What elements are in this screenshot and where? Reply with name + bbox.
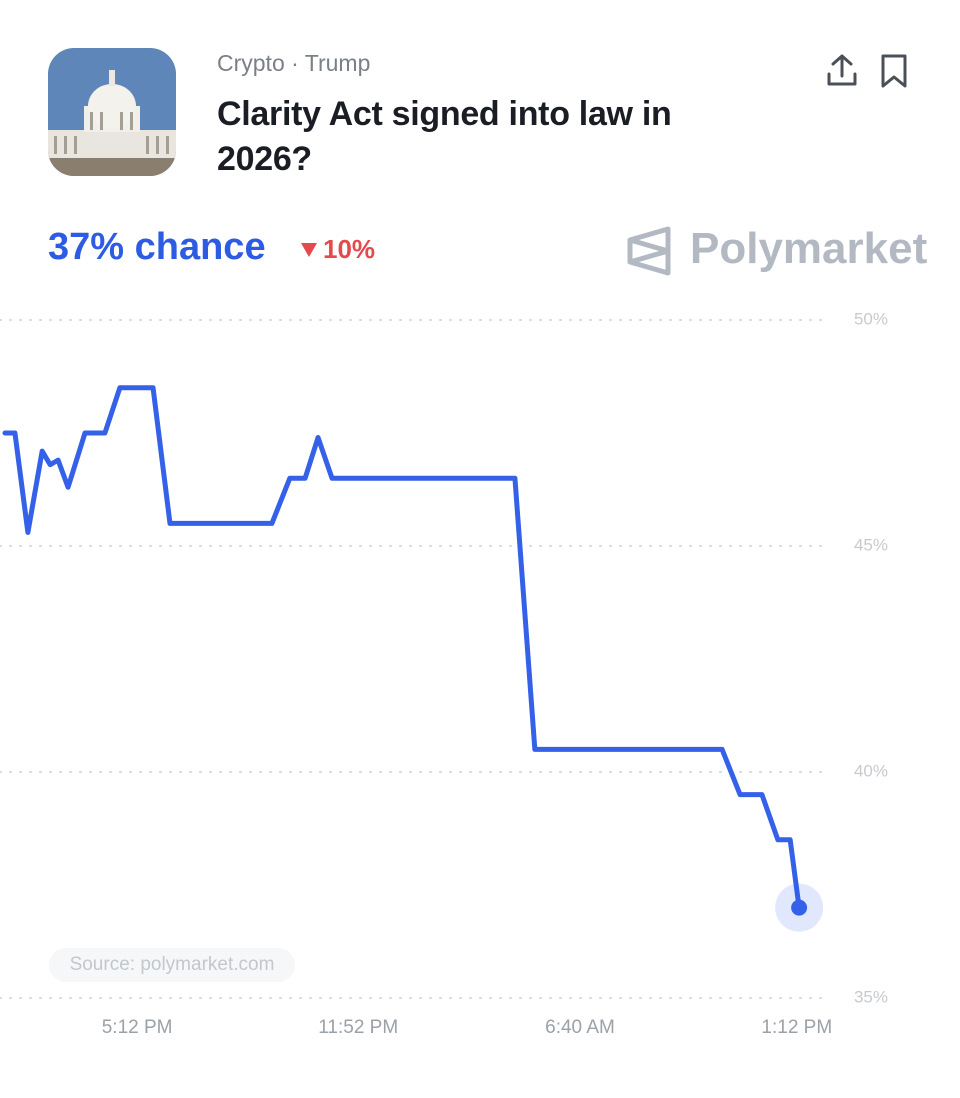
question: Clarity Act signed into law in 2026?: [217, 95, 672, 178]
down-arrow: [301, 243, 317, 257]
y-tick-label: 45%: [854, 535, 888, 554]
actions[interactable]: [824, 52, 918, 92]
source: Source: polymarket.com: [49, 948, 295, 982]
x-tick-label: 11:52 PM: [318, 1017, 398, 1038]
x-tick-label: 1:12 PM: [761, 1017, 832, 1038]
y-tick-label: 50%: [854, 309, 888, 328]
y-tick-label: 35%: [854, 987, 888, 1006]
line: [2, 385, 802, 911]
bookmark-icon[interactable]: [881, 54, 907, 88]
x-tick-label: 5:12 PM: [102, 1017, 173, 1038]
category: Crypto · Trump: [217, 50, 371, 76]
change: 10%: [323, 234, 376, 264]
chance: 37% chance: [48, 226, 266, 268]
brand: Polymarket: [690, 224, 928, 273]
y-tick-label: 40%: [854, 761, 888, 780]
share-icon[interactable]: [827, 54, 857, 86]
x-tick-label: 6:40 AM: [545, 1017, 615, 1038]
brand-logo: [627, 226, 671, 276]
market-image: [48, 48, 176, 176]
last-point: [791, 899, 808, 916]
